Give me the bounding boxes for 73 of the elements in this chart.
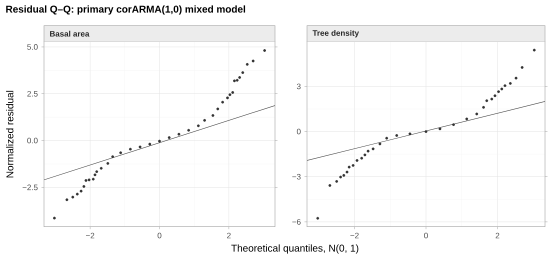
point [316, 216, 320, 220]
point [424, 130, 428, 133]
point [80, 190, 83, 193]
point [532, 48, 536, 52]
point [236, 78, 239, 82]
point [95, 170, 98, 174]
point [520, 66, 524, 69]
point [233, 79, 236, 82]
point [360, 156, 364, 160]
point [71, 196, 74, 199]
point [497, 90, 500, 94]
point [348, 166, 351, 168]
point [221, 100, 224, 104]
point [88, 178, 90, 182]
point [366, 150, 370, 153]
point [494, 94, 496, 98]
point [378, 142, 382, 146]
point [352, 164, 355, 167]
point [263, 49, 266, 52]
point [148, 142, 152, 146]
point [53, 216, 56, 220]
point [252, 60, 255, 62]
point [231, 91, 234, 94]
point [395, 134, 398, 137]
point [106, 162, 110, 165]
point [196, 124, 200, 128]
point [203, 118, 206, 122]
y-axis-title: Normalized residual [6, 90, 14, 178]
point [504, 84, 506, 88]
point [363, 153, 366, 156]
chart-title: Residual Q–Q: primary corARMA(1,0) mixed model [6, 5, 246, 15]
point [178, 132, 180, 136]
point [241, 71, 244, 74]
point [100, 166, 103, 170]
x-axis-title: Theoretical quantiles, N(0, 1) [231, 244, 358, 254]
point [438, 127, 442, 130]
point [111, 155, 114, 158]
point [408, 132, 412, 136]
point [246, 62, 249, 66]
point [328, 184, 332, 187]
point [138, 146, 142, 148]
point [226, 96, 229, 100]
point [508, 82, 512, 85]
point [475, 112, 478, 116]
point [168, 136, 171, 139]
point [346, 170, 348, 174]
point [238, 76, 242, 79]
point [92, 178, 95, 181]
point [187, 128, 190, 132]
point [84, 179, 88, 182]
point [452, 123, 455, 126]
point [119, 151, 122, 154]
point [372, 147, 375, 150]
point [339, 176, 342, 178]
point [65, 198, 68, 202]
point [500, 88, 504, 90]
point [514, 76, 518, 80]
point [335, 180, 338, 183]
point [82, 185, 86, 188]
point [228, 93, 232, 96]
point [158, 140, 161, 143]
point [216, 108, 220, 110]
point [342, 174, 346, 177]
point [212, 114, 214, 117]
point [465, 118, 468, 120]
point [485, 99, 488, 102]
point [385, 136, 388, 140]
point [482, 106, 485, 109]
point [76, 192, 79, 196]
point [128, 148, 132, 151]
point [356, 159, 358, 162]
point [490, 98, 494, 100]
point [94, 173, 96, 176]
